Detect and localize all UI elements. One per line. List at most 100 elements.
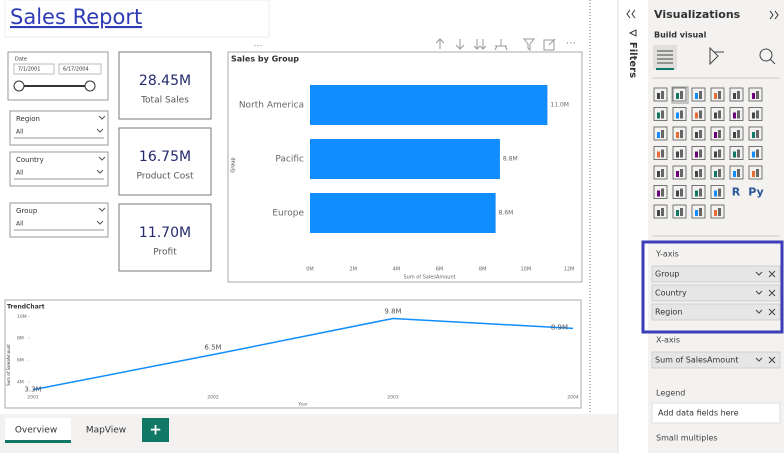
visual-icon[interactable] xyxy=(748,87,763,102)
visual-icon[interactable] xyxy=(729,126,744,141)
format-visual-icon[interactable] xyxy=(709,46,724,66)
visual-icon[interactable] xyxy=(710,185,725,199)
expand-all[interactable] xyxy=(473,39,487,50)
slider-handle[interactable] xyxy=(84,80,96,92)
visual-icon[interactable] xyxy=(710,107,725,121)
date-slicer[interactable] xyxy=(7,51,109,101)
visual-frame[interactable] xyxy=(4,299,582,409)
visual-icon-text[interactable]: R xyxy=(732,186,741,199)
field-pill[interactable] xyxy=(651,265,781,283)
build-tab-active[interactable] xyxy=(653,45,677,69)
analytics-icon[interactable] xyxy=(769,58,776,65)
tab-active[interactable] xyxy=(5,418,71,442)
collapse-filters[interactable] xyxy=(626,9,636,19)
visual-icon[interactable] xyxy=(729,165,744,180)
date-input[interactable] xyxy=(58,63,102,75)
bar[interactable] xyxy=(310,85,548,125)
chevron[interactable] xyxy=(98,115,106,120)
visual-icon[interactable] xyxy=(729,107,744,121)
visual-icon[interactable] xyxy=(691,185,706,199)
field-pill[interactable] xyxy=(651,351,781,369)
field-chevron[interactable] xyxy=(755,271,763,276)
visual-icon[interactable] xyxy=(672,146,687,160)
icon-glyph xyxy=(733,151,736,158)
field-remove[interactable] xyxy=(768,289,776,297)
tab-label[interactable]: MapView xyxy=(86,426,126,436)
filter-icon[interactable] xyxy=(522,38,536,52)
visual-icon[interactable] xyxy=(653,126,668,141)
dropdown-slicer[interactable] xyxy=(9,151,109,187)
build-visual-icon[interactable] xyxy=(657,50,673,64)
add-page-label[interactable]: + xyxy=(149,421,162,439)
bar[interactable] xyxy=(310,193,496,233)
visual-icon[interactable] xyxy=(672,185,687,199)
bar[interactable] xyxy=(310,139,500,179)
field-remove[interactable] xyxy=(768,270,776,278)
visual-icon[interactable] xyxy=(672,87,687,102)
drill-up[interactable] xyxy=(435,38,445,49)
card[interactable] xyxy=(118,203,212,272)
dropdown-slicer[interactable] xyxy=(9,110,109,146)
dropdown-slicer[interactable] xyxy=(9,202,109,238)
visual-icon-text[interactable]: Py xyxy=(748,186,763,199)
visual-icon[interactable] xyxy=(691,146,706,160)
visual-icon[interactable] xyxy=(672,165,687,180)
visual-icon[interactable] xyxy=(710,165,725,180)
visual-icon[interactable] xyxy=(710,126,725,141)
field-remove[interactable] xyxy=(768,308,776,316)
field-pill[interactable] xyxy=(651,303,781,321)
visual-icon[interactable] xyxy=(653,107,668,121)
field-chevron[interactable] xyxy=(755,309,763,314)
report-title[interactable]: Sales Report xyxy=(10,5,142,29)
visual-icon[interactable] xyxy=(710,204,725,219)
visual-icon[interactable] xyxy=(691,204,706,219)
chevron[interactable] xyxy=(98,207,106,212)
visual-icon[interactable] xyxy=(748,165,763,180)
card-label: Total Sales xyxy=(140,96,189,106)
visual-icon[interactable] xyxy=(710,146,725,160)
drill-down[interactable] xyxy=(455,39,465,50)
card[interactable] xyxy=(118,127,212,196)
expand-hierarchy[interactable] xyxy=(494,39,508,51)
visual-icon[interactable] xyxy=(653,165,668,180)
chevron[interactable] xyxy=(96,220,104,225)
pane-title: Visualizations xyxy=(654,8,741,21)
chevron[interactable] xyxy=(96,169,104,174)
field-chevron[interactable] xyxy=(755,357,763,362)
visual-icon[interactable] xyxy=(653,146,668,160)
visual-icon[interactable] xyxy=(672,204,687,219)
visual-icon[interactable] xyxy=(691,107,706,121)
slider-handle[interactable] xyxy=(13,80,25,92)
visual-icon[interactable] xyxy=(748,107,763,121)
visual-icon[interactable] xyxy=(691,165,706,180)
visual-icon[interactable] xyxy=(729,87,744,102)
filters-title[interactable]: Filters xyxy=(627,42,638,78)
chevron[interactable] xyxy=(96,128,104,133)
visual-icon[interactable] xyxy=(691,87,706,102)
add-page-button[interactable] xyxy=(142,418,169,442)
analytics-icon[interactable] xyxy=(759,48,773,62)
collapse-visualizations[interactable] xyxy=(769,10,779,20)
visual-icon[interactable] xyxy=(748,126,763,141)
visual-icon[interactable] xyxy=(672,107,687,121)
field-pill[interactable] xyxy=(651,284,781,302)
chevron[interactable] xyxy=(98,156,106,161)
visual-icon[interactable] xyxy=(748,146,763,160)
more-handle[interactable]: ⋯ xyxy=(254,42,263,52)
slicer-label: Date xyxy=(15,57,27,63)
visual-icon[interactable] xyxy=(653,185,668,199)
focus-mode[interactable] xyxy=(543,38,556,51)
card[interactable] xyxy=(118,51,212,120)
date-input[interactable] xyxy=(13,63,55,75)
visual-icon[interactable] xyxy=(729,146,744,160)
visual-icon[interactable] xyxy=(691,126,706,141)
field-chevron[interactable] xyxy=(755,290,763,295)
visual-icon[interactable] xyxy=(672,126,687,141)
tab-label[interactable]: Overview xyxy=(15,426,57,436)
more-options[interactable]: ⋯ xyxy=(566,38,576,49)
visual-icon[interactable] xyxy=(653,204,668,219)
visual-icon[interactable] xyxy=(653,87,668,102)
field-remove[interactable] xyxy=(768,356,776,364)
visual-icon[interactable] xyxy=(710,87,725,102)
drop-zone[interactable] xyxy=(651,402,781,424)
